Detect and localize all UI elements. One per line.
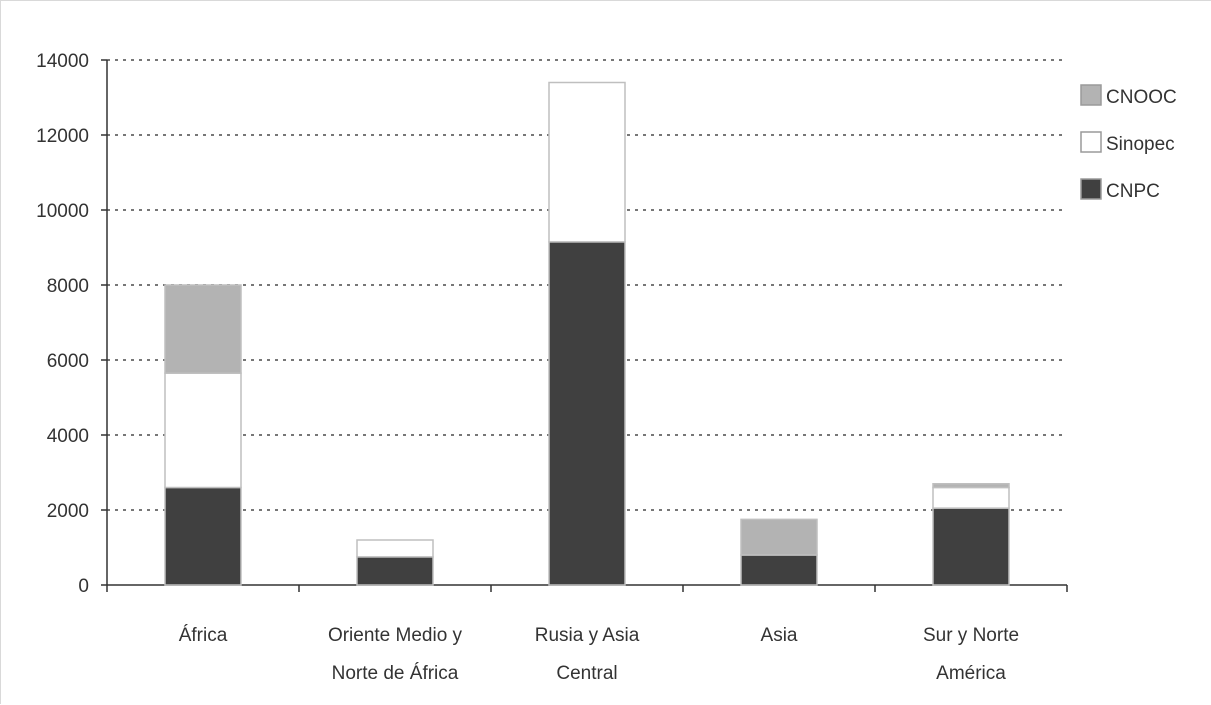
category-label: Central [556, 663, 617, 684]
bar-segment-cnooc [740, 518, 818, 556]
legend-label-sinopec: Sinopec [1106, 134, 1175, 155]
bar-segment-cnpc [164, 486, 242, 586]
category-label: Asia [761, 625, 798, 646]
bar-segment-cnooc [932, 483, 1010, 489]
axes: 0 2000 4000 6000 8000 10000 12000 14000 [36, 51, 1068, 597]
category-labels: África Oriente Medio y Norte de África Rusi… [179, 625, 1019, 684]
legend-swatch-cnooc [1080, 84, 1102, 106]
bar-segment-sinopec [164, 372, 242, 489]
bars [164, 81, 1010, 586]
y-tick-label: 2000 [47, 501, 89, 522]
category-label: Norte de África [332, 663, 459, 684]
category-label: Rusia y Asia [535, 625, 640, 646]
bar-segment-cnpc [356, 556, 434, 586]
category-label: África [179, 625, 228, 646]
bar-segment-cnpc [740, 554, 818, 586]
legend-swatch-sinopec [1080, 131, 1102, 153]
y-tick-label: 4000 [47, 426, 89, 447]
legend-label-cnooc: CNOOC [1106, 87, 1177, 108]
legend-label-cnpc: CNPC [1106, 181, 1160, 202]
y-tick-label: 6000 [47, 351, 89, 372]
bar-segment-sinopec [356, 539, 434, 558]
category-label: Sur y Norte [923, 625, 1019, 646]
bar-segment-cnooc [164, 284, 242, 374]
bar-segment-sinopec [932, 486, 1010, 509]
bar-segment-cnpc [548, 241, 626, 586]
y-tick-label: 10000 [36, 201, 89, 222]
y-tick-label: 0 [78, 576, 89, 597]
legend-swatch-cnpc [1080, 178, 1102, 200]
bar-segment-sinopec [548, 81, 626, 243]
y-tick-label: 12000 [36, 126, 89, 147]
y-tick-label: 14000 [36, 51, 89, 72]
category-label: Oriente Medio y [328, 625, 463, 646]
y-tick-label: 8000 [47, 276, 89, 297]
category-label: América [936, 663, 1006, 684]
bar-segment-cnpc [932, 507, 1010, 586]
legend: CNOOC Sinopec CNPC [1080, 84, 1177, 202]
